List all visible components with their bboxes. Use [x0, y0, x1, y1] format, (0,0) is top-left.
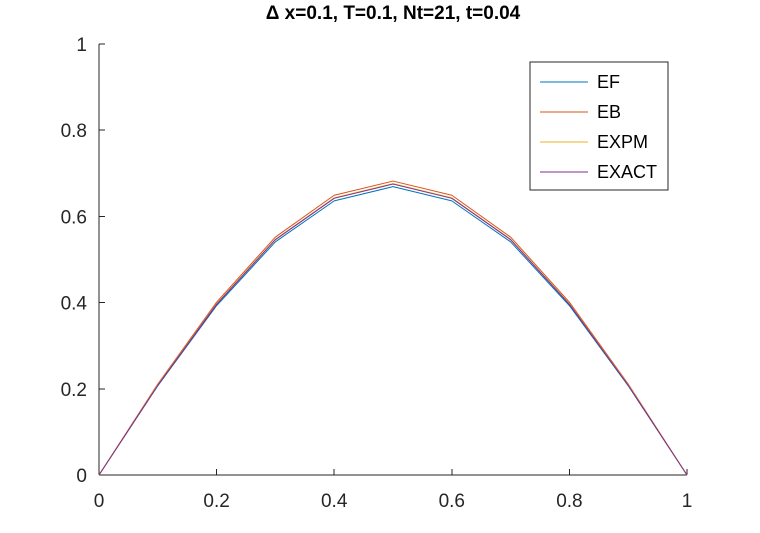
y-tick-label: 0.6 [61, 207, 87, 228]
x-tick-label: 0.8 [556, 491, 582, 512]
series-line-ef [98, 186, 688, 476]
legend-box [529, 61, 669, 191]
series-layer [98, 180, 688, 476]
y-tick-label: 0.2 [61, 380, 87, 401]
legend: EF EB EXPM EXACT [529, 61, 669, 191]
chart-title: Δ x=0.1, T=0.1, Nt=21, t=0.04 [266, 3, 521, 24]
x-tick-label: 0.6 [439, 491, 465, 512]
x-tick-label: 1 [682, 491, 693, 512]
plot-axes: 0 0.2 0.4 0.6 0.8 1 0 0.2 0.4 0.6 0.8 1 [61, 35, 693, 512]
y-tick-label: 1 [76, 35, 87, 56]
y-tick-label: 0.4 [61, 294, 88, 315]
legend-label-exact: EXACT [597, 162, 657, 182]
x-tick-label: 0 [94, 491, 105, 512]
legend-label-expm: EXPM [597, 132, 648, 152]
y-tick-label: 0 [76, 466, 87, 487]
series-line-exact [98, 183, 688, 476]
y-tick-label: 0.8 [61, 121, 87, 142]
series-line-expm [98, 183, 688, 476]
x-tick-label: 0.2 [203, 491, 229, 512]
x-tick-label: 0.4 [321, 491, 348, 512]
legend-label-ef: EF [597, 72, 620, 92]
legend-label-eb: EB [597, 102, 621, 122]
series-line-eb [98, 180, 688, 476]
